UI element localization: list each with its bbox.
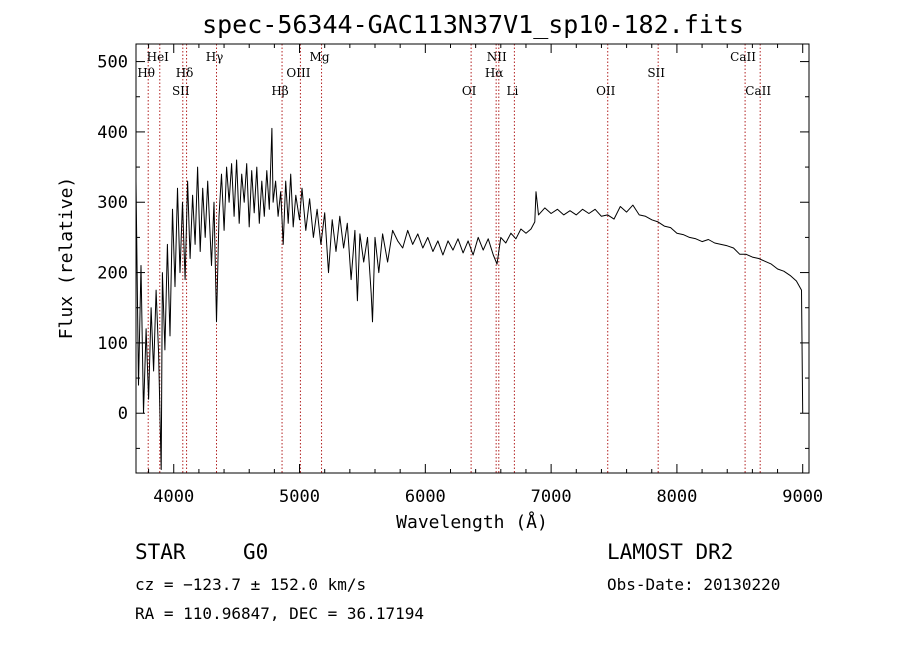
emission-line-label-6: OIII bbox=[286, 66, 310, 80]
chart-title: spec-56344-GAC113N37V1_sp10-182.fits bbox=[202, 10, 744, 39]
x-tick-label-5: 9000 bbox=[782, 487, 823, 507]
emission-line-label-15: CaII bbox=[745, 84, 771, 98]
emission-line-label-0: Hθ bbox=[137, 66, 155, 80]
emission-line-label-7: Mg bbox=[310, 50, 330, 64]
object-class: STAR bbox=[135, 540, 186, 564]
x-axis-ticks: 4000 5000 6000 7000 8000 9000 bbox=[148, 44, 823, 507]
observation-date: Obs-Date: 20130220 bbox=[607, 575, 781, 594]
x-axis-label: Wavelength (Å) bbox=[396, 511, 548, 533]
sky-coordinates: RA = 110.96847, DEC = 36.17194 bbox=[135, 604, 424, 623]
emission-line-label-14: CaII bbox=[730, 50, 756, 64]
survey-name: LAMOST DR2 bbox=[607, 540, 734, 564]
emission-line-label-2: SII bbox=[172, 84, 190, 98]
y-tick-label-2: 200 bbox=[97, 264, 128, 284]
object-subclass: G0 bbox=[243, 540, 269, 564]
emission-line-label-13: SII bbox=[647, 66, 665, 80]
x-tick-label-1: 5000 bbox=[279, 487, 320, 507]
y-tick-label-5: 500 bbox=[97, 53, 128, 73]
emission-line-label-10: Hα bbox=[485, 66, 504, 80]
y-tick-label-0: 0 bbox=[118, 404, 128, 424]
x-tick-label-4: 8000 bbox=[656, 487, 697, 507]
spectrum-line-0 bbox=[135, 127, 804, 470]
emission-line-label-3: Hδ bbox=[176, 66, 194, 80]
emission-line-label-5: Hβ bbox=[271, 84, 288, 98]
y-tick-label-4: 400 bbox=[97, 123, 128, 143]
y-axis-label: Flux (relative) bbox=[56, 177, 77, 340]
emission-line-label-8: OI bbox=[462, 84, 477, 98]
y-tick-label-1: 100 bbox=[97, 334, 128, 354]
x-tick-label-3: 7000 bbox=[531, 487, 572, 507]
emission-line-label-11: Li bbox=[506, 84, 518, 98]
x-tick-label-0: 4000 bbox=[153, 487, 194, 507]
emission-line-label-1: HeI bbox=[147, 50, 170, 64]
y-axis-ticks: 0 100 200 300 400 500 bbox=[97, 53, 809, 449]
spectrum-series bbox=[135, 127, 804, 470]
emission-line-label-9: NII bbox=[487, 50, 507, 64]
plot-frame bbox=[135, 43, 810, 474]
x-tick-label-2: 6000 bbox=[405, 487, 446, 507]
emission-line-label-4: Hγ bbox=[206, 50, 224, 64]
redshift-velocity: cz = −123.7 ± 152.0 km/s bbox=[135, 575, 367, 594]
emission-line-label-12: OII bbox=[596, 84, 616, 98]
y-tick-label-3: 300 bbox=[97, 193, 128, 213]
